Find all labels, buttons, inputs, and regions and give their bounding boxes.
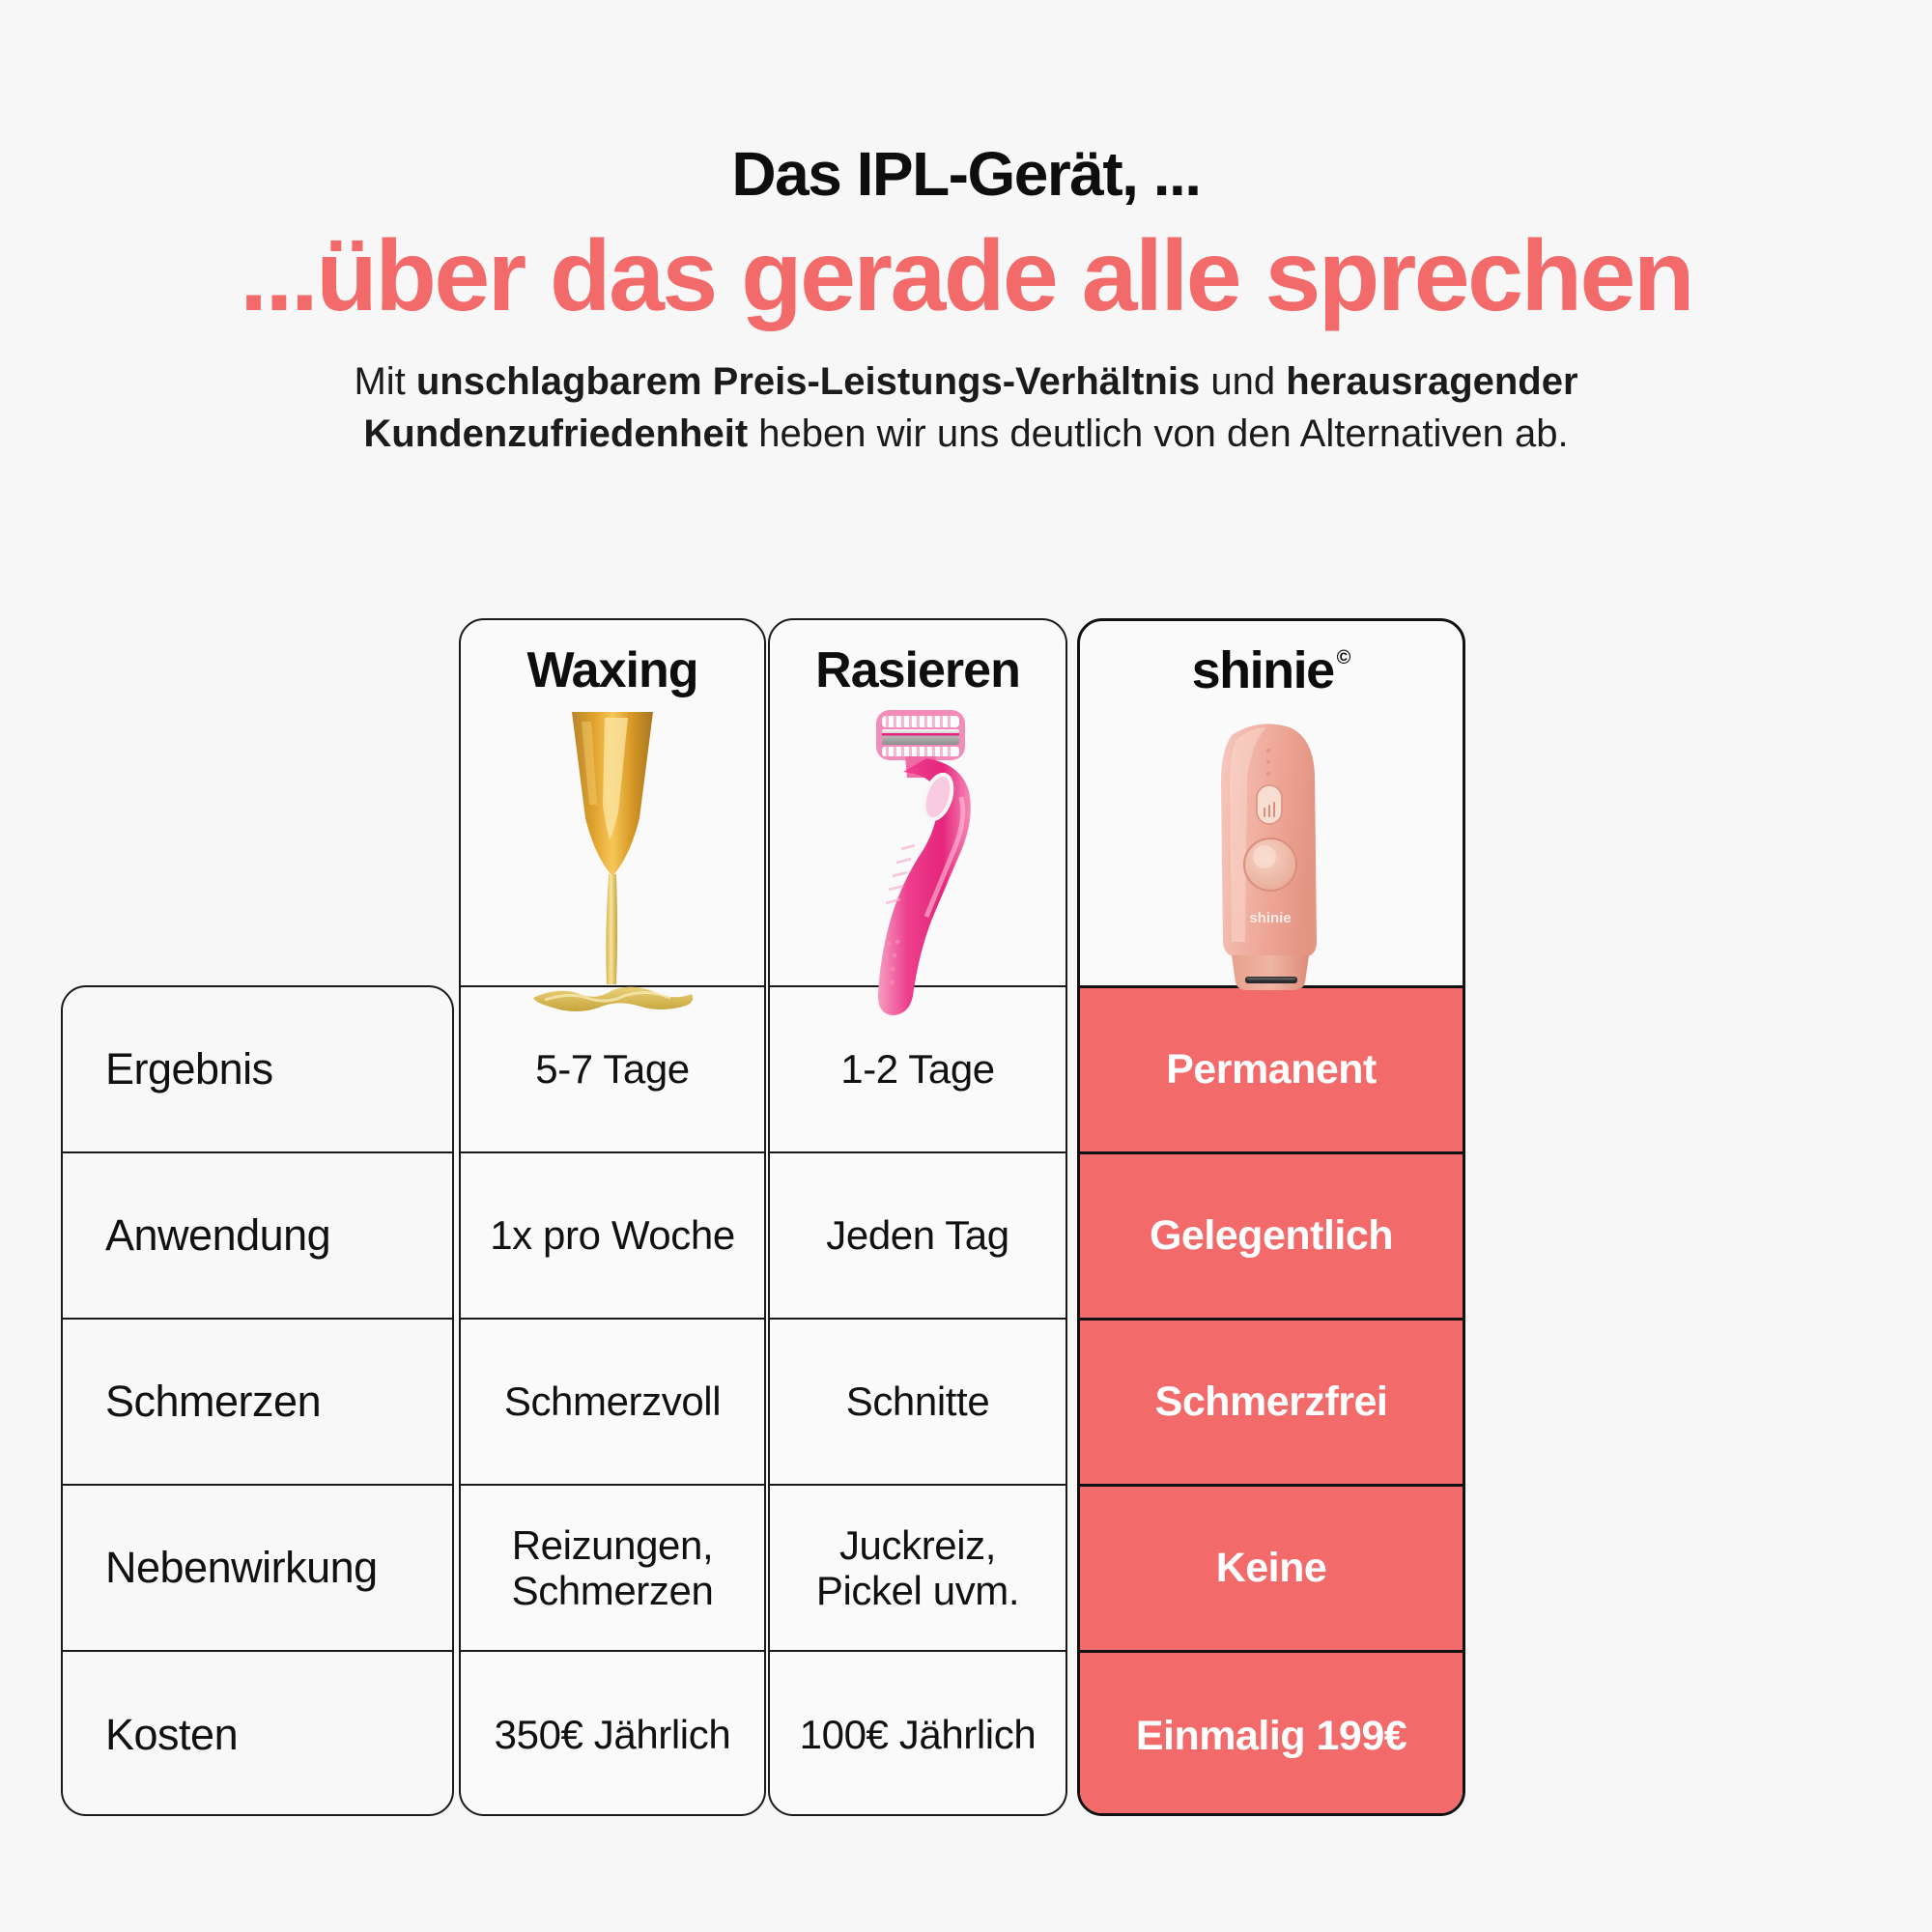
table-cell: Reizungen, Schmerzen [461, 1486, 764, 1652]
table-cell: Schnitte [770, 1320, 1065, 1486]
page-title-line1: Das IPL-Gerät, ... [731, 139, 1202, 209]
comparison-row-label-column: Ergebnis Anwendung Schmerzen Nebenwirkun… [61, 985, 454, 1816]
column-title: Waxing [526, 642, 699, 698]
row-label: Kosten [105, 1710, 239, 1759]
razor-icon [876, 710, 971, 1016]
table-cell: 5-7 Tage [461, 987, 764, 1153]
honey-drip-icon [533, 712, 694, 1012]
subtitle-bold-1: unschlagbarem Preis-Leistungs-Verhältnis [415, 360, 1201, 403]
row-label: Anwendung [63, 1153, 452, 1320]
column-header-waxing: Waxing [461, 620, 764, 1012]
comparison-table: Ergebnis Anwendung Schmerzen Nebenwirkun… [61, 618, 1856, 1816]
table-cell: 100€ Jährlich [799, 1712, 1037, 1758]
subtitle-text-2: und [1200, 360, 1287, 403]
column-title: shinie [1191, 641, 1336, 699]
comparison-column-shaving: Rasieren [768, 618, 1067, 1816]
subtitle-text-1: Mit [354, 360, 416, 403]
row-label: Schmerzen [63, 1320, 452, 1486]
table-cell: Permanent [1080, 988, 1463, 1154]
shinie-logo: shinie © [1192, 644, 1351, 696]
ipl-device-icon: shinie [1221, 724, 1317, 990]
comparison-column-waxing: Waxing [459, 618, 766, 1816]
svg-text:shinie: shinie [1249, 910, 1291, 926]
header: Das IPL-Gerät, ... ...über das gerade al… [0, 0, 1932, 460]
table-cell: Gelegentlich [1080, 1154, 1463, 1321]
row-label: Nebenwirkung [63, 1486, 452, 1652]
column-header-shinie: shinie © [1080, 621, 1463, 990]
table-cell: Keine [1080, 1487, 1463, 1653]
subtitle-bold-2: herausragender Kundenzufriedenheit [363, 360, 1578, 455]
page-subtitle: Mit unschlagbarem Preis-Leistungs-Verhäl… [213, 327, 1719, 460]
column-values-shaving: 1-2 Tage Jeden Tag Schnitte Juckreiz, Pi… [770, 987, 1065, 1814]
column-values-waxing: 5-7 Tage 1x pro Woche Schmerzvoll Reizun… [461, 987, 764, 1814]
table-cell: 350€ Jährlich [494, 1712, 731, 1758]
table-cell: Juckreiz, Pickel uvm. [770, 1486, 1065, 1652]
table-cell: Schmerzvoll [461, 1320, 764, 1486]
copyright-icon: © [1336, 647, 1351, 668]
subtitle-text-3: heben wir uns deutlich von den Alternati… [748, 412, 1569, 455]
column-title: Rasieren [815, 642, 1021, 698]
table-cell: 1-2 Tage [770, 987, 1065, 1153]
page-title-line2: ...über das gerade alle sprechen [240, 220, 1694, 332]
column-header-shaving: Rasieren [770, 620, 1065, 1016]
comparison-column-shinie: shinie © [1077, 618, 1465, 1816]
table-cell: Schmerzfrei [1080, 1321, 1463, 1487]
column-values-shinie: Permanent Gelegentlich Schmerzfrei Keine… [1080, 988, 1463, 1813]
row-label: Ergebnis [63, 987, 452, 1153]
table-cell: Einmalig 199€ [1080, 1653, 1463, 1813]
table-cell: Jeden Tag [770, 1153, 1065, 1320]
table-cell: 1x pro Woche [461, 1153, 764, 1320]
